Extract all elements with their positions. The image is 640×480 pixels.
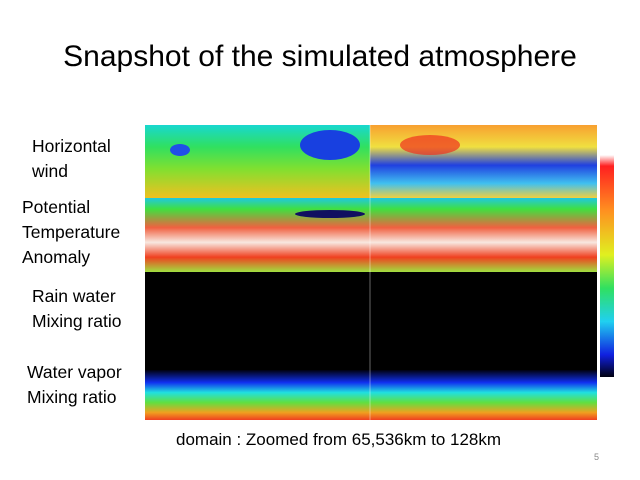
caption: domain : Zoomed from 65,536km to 128km — [176, 430, 502, 449]
wind-feature — [400, 135, 460, 155]
label-line: Mixing ratio — [27, 387, 117, 407]
temperature-panel — [145, 198, 597, 272]
label-line: Anomaly — [22, 247, 91, 267]
wind-feature — [170, 144, 190, 156]
panel-label: Horizontal wind — [32, 134, 111, 184]
label-line: Rain water — [32, 286, 116, 306]
panel-label: Rain water Mixing ratio — [32, 284, 121, 334]
wind-panel-right — [370, 125, 597, 198]
label-line: Water vapor — [27, 362, 122, 382]
rain-panel — [145, 272, 597, 370]
label-line: wind — [32, 161, 68, 181]
label-line: Mixing ratio — [32, 311, 122, 331]
colorbar — [600, 155, 614, 377]
label-line: Temperature — [22, 222, 121, 242]
temperature-feature — [295, 210, 365, 218]
label-line: Horizontal — [32, 136, 111, 156]
panel-label: Water vapor Mixing ratio — [27, 360, 122, 410]
slide-title: Snapshot of the simulated atmosphere — [63, 40, 577, 73]
page-number: 5 — [594, 452, 600, 462]
wind-feature — [300, 130, 360, 160]
vapor-panel — [145, 370, 597, 420]
panel-label: Potential Temperature Anomaly — [22, 195, 120, 270]
label-line: Potential — [22, 197, 91, 217]
